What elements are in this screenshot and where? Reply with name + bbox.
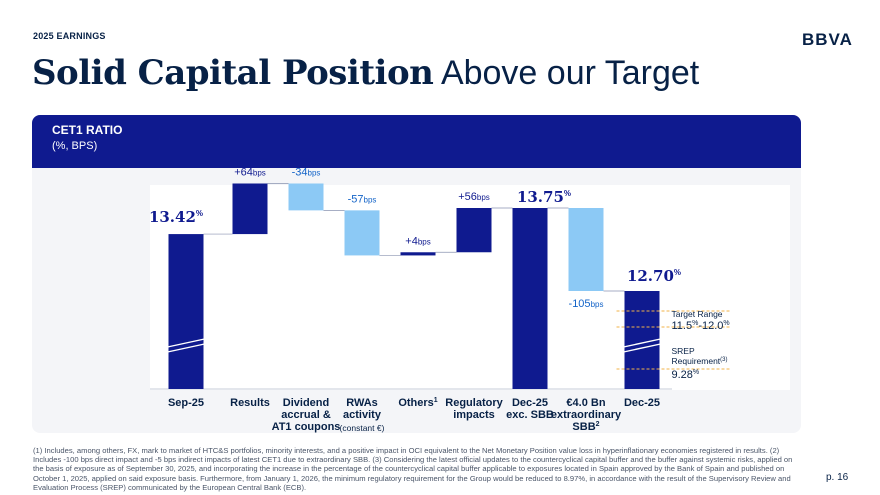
data-label-3: -34bps [292,166,321,178]
axis-break-1-1 [167,338,205,348]
chart-panel-header: CET1 RATIO (%, BPS) [32,115,801,168]
chart-subtitle: (%, BPS) [52,140,98,152]
target-range-value: 11.5%-12.0% [672,320,730,332]
axis-break-9-1 [623,338,661,348]
bar-4 [344,210,380,256]
bar-7 [512,208,548,389]
data-label-2: +64bps [234,166,266,178]
target-range-label: Target Range [672,309,723,319]
category-label-1: Sep-25 [168,397,204,409]
category-label-3: Dividend accrual & AT1 coupons [272,397,341,433]
axis-break-9-2 [623,343,661,353]
data-label-7: 13.75% [517,188,571,206]
bar-1 [168,234,204,389]
category-label-7: Dec-25 exc. SBB [506,397,554,421]
bar-5 [400,252,436,256]
data-label-8: -105bps [569,298,604,310]
cet1-waterfall-chart: 13.42% +64bps -34bps -57bps +4bps +56bps 13.75… [149,166,790,433]
srep-value: 9.28% [672,369,700,381]
page-number: p. 16 [826,472,849,483]
data-label-1: 13.42% [149,208,203,226]
data-label-4: -57bps [348,193,377,205]
report-label: 2025 EARNINGS [33,31,106,41]
page-title-bold: Solid Capital Position [32,53,434,93]
category-label-2: Results [230,397,270,409]
page-title-regular: Above our Target [440,54,700,92]
page-title: Solid Capital Position Above our Target [32,52,699,94]
srep-label: SREP Requirement(3) [672,346,728,366]
category-note-4: (constant €) [340,423,385,433]
category-label-9: Dec-25 [624,397,660,409]
category-label-5: Others1 [398,397,437,409]
bar-3 [288,183,324,211]
axis-break-1-2 [167,343,205,353]
bar-8 [568,208,604,291]
category-label-4: RWAs activity [343,397,382,421]
chart-title: CET1 RATIO [52,123,123,137]
bar-2 [232,183,268,235]
category-label-6: Regulatory impacts [445,397,503,421]
bbva-logo: BBVA [802,30,853,49]
bar-6 [456,208,492,253]
footnote: (1) Includes, among others, FX, mark to … [33,446,793,492]
data-label-9: 12.70% [627,267,681,285]
data-label-5: +4bps [405,235,430,247]
category-label-8: €4.0 Bn extraordinary SBB2 [551,397,622,433]
data-label-6: +56bps [458,191,490,203]
